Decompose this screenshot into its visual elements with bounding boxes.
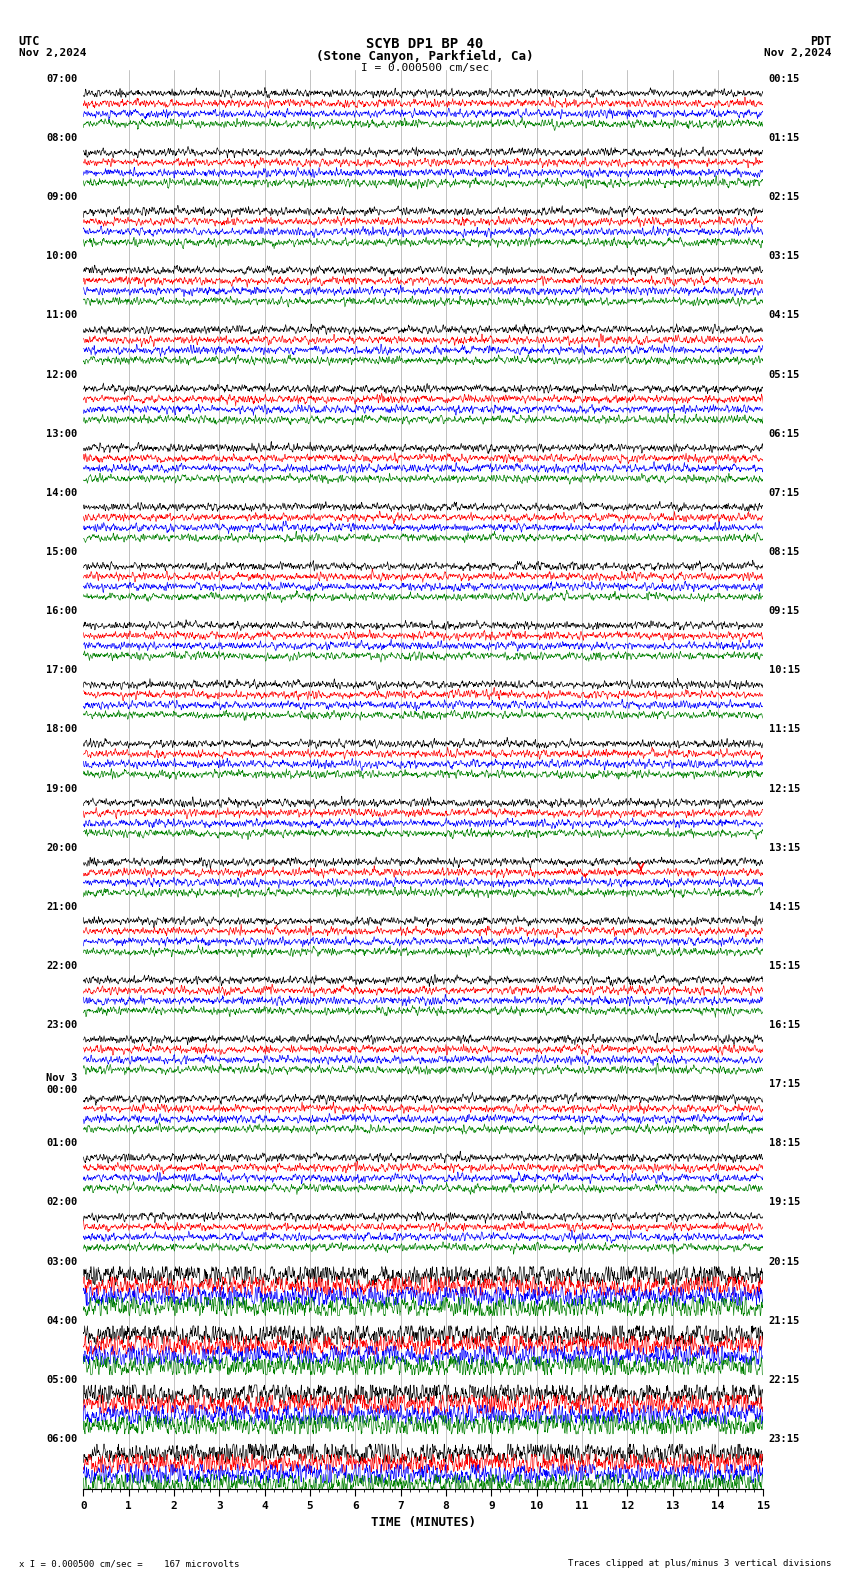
Text: 19:00: 19:00 xyxy=(47,784,77,794)
Text: 23:00: 23:00 xyxy=(47,1020,77,1030)
Text: SCYB DP1 BP 40: SCYB DP1 BP 40 xyxy=(366,36,484,51)
Text: 17:00: 17:00 xyxy=(47,665,77,675)
Text: Traces clipped at plus/minus 3 vertical divisions: Traces clipped at plus/minus 3 vertical … xyxy=(568,1559,831,1568)
Text: 14:15: 14:15 xyxy=(769,901,800,912)
Text: 16:00: 16:00 xyxy=(47,607,77,616)
Text: 01:15: 01:15 xyxy=(769,133,800,143)
Text: 22:00: 22:00 xyxy=(47,961,77,971)
Text: 12:00: 12:00 xyxy=(47,369,77,380)
Text: 20:15: 20:15 xyxy=(769,1256,800,1267)
Text: 18:00: 18:00 xyxy=(47,724,77,735)
Text: 09:00: 09:00 xyxy=(47,192,77,203)
Text: UTC: UTC xyxy=(19,35,40,48)
Text: 07:00: 07:00 xyxy=(47,74,77,84)
X-axis label: TIME (MINUTES): TIME (MINUTES) xyxy=(371,1516,476,1529)
Text: Nov 2,2024: Nov 2,2024 xyxy=(19,48,86,57)
Text: 17:15: 17:15 xyxy=(769,1079,800,1090)
Text: 15:15: 15:15 xyxy=(769,961,800,971)
Text: 10:00: 10:00 xyxy=(47,252,77,261)
Text: 05:15: 05:15 xyxy=(769,369,800,380)
Text: 06:00: 06:00 xyxy=(47,1434,77,1445)
Text: 15:00: 15:00 xyxy=(47,546,77,558)
Text: 13:00: 13:00 xyxy=(47,429,77,439)
Text: 19:15: 19:15 xyxy=(769,1198,800,1207)
Text: 16:15: 16:15 xyxy=(769,1020,800,1030)
Text: 11:15: 11:15 xyxy=(769,724,800,735)
Text: 03:00: 03:00 xyxy=(47,1256,77,1267)
Text: 10:15: 10:15 xyxy=(769,665,800,675)
Text: 20:00: 20:00 xyxy=(47,843,77,852)
Text: 13:15: 13:15 xyxy=(769,843,800,852)
Text: x I = 0.000500 cm/sec =    167 microvolts: x I = 0.000500 cm/sec = 167 microvolts xyxy=(19,1559,239,1568)
Text: 08:00: 08:00 xyxy=(47,133,77,143)
Text: 21:00: 21:00 xyxy=(47,901,77,912)
Text: 14:00: 14:00 xyxy=(47,488,77,497)
Text: 07:15: 07:15 xyxy=(769,488,800,497)
Text: 02:15: 02:15 xyxy=(769,192,800,203)
Text: 05:00: 05:00 xyxy=(47,1375,77,1384)
Text: 04:15: 04:15 xyxy=(769,310,800,320)
Text: Nov 2,2024: Nov 2,2024 xyxy=(764,48,831,57)
Text: I = 0.000500 cm/sec: I = 0.000500 cm/sec xyxy=(361,62,489,73)
Text: 01:00: 01:00 xyxy=(47,1139,77,1148)
Text: 00:15: 00:15 xyxy=(769,74,800,84)
Text: PDT: PDT xyxy=(810,35,831,48)
Text: 08:15: 08:15 xyxy=(769,546,800,558)
Text: 09:15: 09:15 xyxy=(769,607,800,616)
Text: 06:15: 06:15 xyxy=(769,429,800,439)
Text: 22:15: 22:15 xyxy=(769,1375,800,1384)
Text: 12:15: 12:15 xyxy=(769,784,800,794)
Text: Nov 3
00:00: Nov 3 00:00 xyxy=(47,1074,77,1095)
Text: 21:15: 21:15 xyxy=(769,1316,800,1326)
Text: 04:00: 04:00 xyxy=(47,1316,77,1326)
Text: (Stone Canyon, Parkfield, Ca): (Stone Canyon, Parkfield, Ca) xyxy=(316,49,534,63)
Text: 11:00: 11:00 xyxy=(47,310,77,320)
Text: 18:15: 18:15 xyxy=(769,1139,800,1148)
Text: 23:15: 23:15 xyxy=(769,1434,800,1445)
Text: 03:15: 03:15 xyxy=(769,252,800,261)
Text: 02:00: 02:00 xyxy=(47,1198,77,1207)
